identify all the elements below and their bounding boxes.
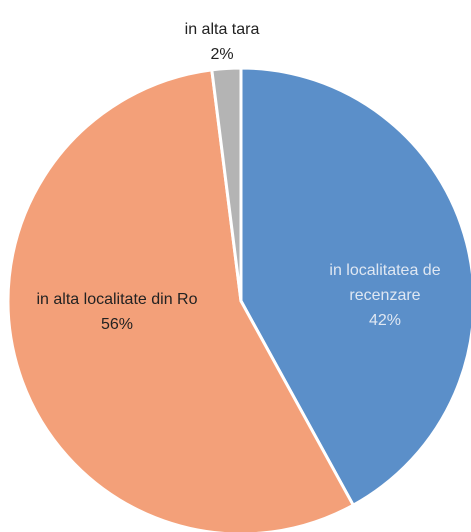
category-label: in localitatea de recenzare: [329, 262, 441, 304]
pie-slice: [6, 68, 355, 532]
pie-slice: [210, 66, 243, 303]
pie-slice: [239, 66, 471, 507]
category-label: in alta localitate din Ro: [36, 291, 198, 308]
slice-label: in localitatea de recenzare 42%: [295, 258, 471, 333]
value-label: 42%: [368, 312, 402, 329]
category-label: in alta tara: [184, 21, 260, 38]
slice-label: in alta tara 2%: [142, 17, 302, 67]
value-label: 2%: [210, 46, 234, 63]
slice-label: in alta localitate din Ro 56%: [12, 287, 222, 337]
value-label: 56%: [100, 316, 134, 333]
